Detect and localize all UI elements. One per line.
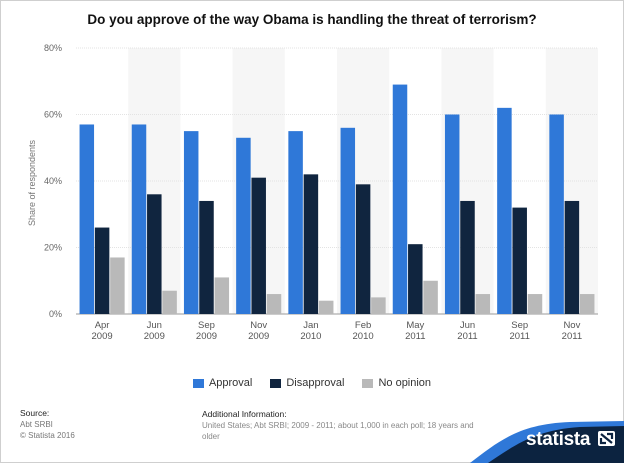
x-tick-label-year: 2011 xyxy=(509,331,529,342)
chart-title: Do you approve of the way Obama is handl… xyxy=(87,12,537,27)
y-tick-label: 40% xyxy=(44,176,62,186)
bar-no-opinion-5[interactable] xyxy=(371,297,386,314)
bar-disapproval-1[interactable] xyxy=(147,194,162,314)
additional-info-heading: Additional Information: xyxy=(202,409,287,419)
bar-disapproval-4[interactable] xyxy=(303,174,319,314)
bar-no-opinion-4[interactable] xyxy=(318,300,334,314)
y-tick-label: 80% xyxy=(44,43,62,53)
bars xyxy=(79,84,595,315)
legend-label-approval: Approval xyxy=(208,377,253,389)
bar-approval-4[interactable] xyxy=(288,131,303,314)
x-tick-label-month: Apr xyxy=(95,320,110,331)
x-tick-label-year: 2009 xyxy=(248,331,269,342)
y-tick-labels: 0% 20% 40% 60% 80% xyxy=(44,43,62,319)
legend-item-disapproval[interactable]: Disapproval xyxy=(270,377,344,389)
bar-approval-0[interactable] xyxy=(79,124,95,314)
x-tick-label-year: 2009 xyxy=(144,331,165,342)
bar-disapproval-3[interactable] xyxy=(251,177,266,314)
x-tick-label-year: 2011 xyxy=(457,331,477,342)
bar-no-opinion-8[interactable] xyxy=(527,294,543,314)
bar-disapproval-7[interactable] xyxy=(460,200,475,314)
source-heading: Source: xyxy=(20,408,50,418)
bar-disapproval-8[interactable] xyxy=(512,207,527,314)
bar-approval-5[interactable] xyxy=(340,127,356,314)
bar-approval-2[interactable] xyxy=(183,131,199,314)
x-tick-label-month: May xyxy=(406,320,424,331)
bar-disapproval-0[interactable] xyxy=(94,227,110,314)
x-tick-label-month: Nov xyxy=(250,320,267,331)
source-line: Abt SRBI xyxy=(20,420,53,429)
y-axis-label: Share of respondents xyxy=(27,139,37,226)
y-tick-label: 20% xyxy=(44,243,62,253)
y-tick-label: 60% xyxy=(44,110,62,120)
x-tick-label-month: Sep xyxy=(198,320,215,331)
x-tick-label-month: Nov xyxy=(563,320,580,331)
x-tick-label-month: Jun xyxy=(460,320,475,331)
bar-disapproval-9[interactable] xyxy=(564,200,580,314)
x-tick-label-month: Sep xyxy=(511,320,528,331)
bar-approval-7[interactable] xyxy=(444,114,460,315)
bar-no-opinion-7[interactable] xyxy=(475,294,491,314)
bar-disapproval-2[interactable] xyxy=(199,200,214,314)
x-tick-labels: Apr2009Jun2009Sep2009Nov2009Jan2010Feb20… xyxy=(92,320,583,342)
x-tick-label-month: Jan xyxy=(303,320,318,331)
additional-info-text: United States; Abt SRBI; 2009 - 2011; ab… xyxy=(202,421,474,441)
bar-approval-1[interactable] xyxy=(131,124,147,314)
statista-wordmark: statista xyxy=(526,429,591,450)
x-tick-label-year: 2010 xyxy=(300,331,321,342)
bar-approval-3[interactable] xyxy=(236,137,251,314)
bar-no-opinion-6[interactable] xyxy=(423,280,438,314)
bar-no-opinion-9[interactable] xyxy=(579,294,595,314)
legend-label-no-opinion: No opinion xyxy=(378,377,432,389)
x-tick-label-year: 2011 xyxy=(562,331,582,342)
bar-approval-8[interactable] xyxy=(497,107,512,314)
source-block: Source: Abt SRBI © Statista 2016 xyxy=(20,408,75,441)
bar-no-opinion-1[interactable] xyxy=(162,290,177,314)
bar-approval-6[interactable] xyxy=(392,84,408,314)
legend-label-disapproval: Disapproval xyxy=(286,377,345,389)
x-tick-label-month: Jun xyxy=(147,320,162,331)
x-tick-label-month: Feb xyxy=(355,320,371,331)
bar-approval-9[interactable] xyxy=(549,114,564,315)
bar-no-opinion-0[interactable] xyxy=(110,257,125,314)
legend-swatch-approval xyxy=(192,378,204,388)
statista-logo-icon xyxy=(598,431,616,446)
bar-no-opinion-2[interactable] xyxy=(214,277,230,314)
x-tick-label-year: 2010 xyxy=(353,331,374,342)
legend: Approval Disapproval No opinion xyxy=(0,377,624,389)
copyright-line: © Statista 2016 xyxy=(20,431,75,440)
legend-item-no-opinion[interactable]: No opinion xyxy=(362,377,431,389)
bar-no-opinion-3[interactable] xyxy=(266,294,282,314)
legend-swatch-no-opinion xyxy=(362,378,374,388)
additional-info-block: Additional Information: United States; A… xyxy=(202,409,482,442)
x-tick-label-year: 2011 xyxy=(405,331,425,342)
bar-disapproval-6[interactable] xyxy=(408,244,423,314)
legend-swatch-disapproval xyxy=(270,378,282,388)
y-tick-label: 0% xyxy=(49,309,62,319)
bar-disapproval-5[interactable] xyxy=(355,184,371,314)
statista-logo[interactable]: statista xyxy=(526,429,616,451)
x-tick-label-year: 2009 xyxy=(92,331,113,342)
brand-wave-dark xyxy=(488,426,624,463)
x-tick-label-year: 2009 xyxy=(196,331,217,342)
legend-item-approval[interactable]: Approval xyxy=(192,377,253,389)
